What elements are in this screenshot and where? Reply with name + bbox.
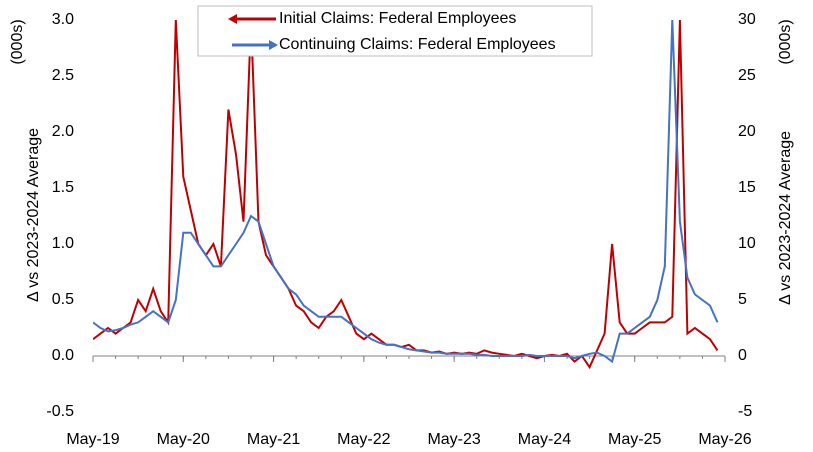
y-tick-label: 3.0 <box>52 11 74 28</box>
y-tick-label: 2.0 <box>52 123 74 140</box>
y2-tick-label: 30 <box>738 11 756 28</box>
y-tick-label: 2.5 <box>52 67 74 84</box>
x-tick-label: May-22 <box>337 431 390 448</box>
x-tick-label: May-24 <box>518 431 571 448</box>
series-line <box>93 20 719 370</box>
y-tick-label: 0.5 <box>52 291 74 308</box>
y-tick-label: -0.5 <box>46 403 74 420</box>
y2-tick-label: 20 <box>738 123 756 140</box>
legend-box <box>197 5 593 57</box>
x-tick-label: May-26 <box>698 431 751 448</box>
y2-tick-label: 25 <box>738 67 756 84</box>
y2-tick-label: 5 <box>738 291 747 308</box>
y-tick-label: 1.5 <box>52 179 74 196</box>
y-tick-label: 0.0 <box>52 347 74 364</box>
x-tick-label: May-19 <box>66 431 119 448</box>
x-tick-label: May-20 <box>157 431 210 448</box>
y-label: Δ vs 2023-2024 Average <box>25 128 42 302</box>
y2-tick-label: 15 <box>738 179 756 196</box>
legend-arrow <box>269 40 278 50</box>
x-tick-label: May-21 <box>247 431 300 448</box>
y2-unit: (000s) <box>777 19 794 64</box>
x-tick-label: May-25 <box>608 431 661 448</box>
legend-label: Continuing Claims: Federal Employees <box>279 36 556 53</box>
series-line <box>93 20 719 364</box>
y-tick-label: 1.0 <box>52 235 74 252</box>
legend-arrow <box>228 14 237 24</box>
y2-tick-label: 0 <box>738 347 747 364</box>
y2-label: Δ vs 2023-2024 Average <box>777 131 794 305</box>
legend-label: Initial Claims: Federal Employees <box>279 10 516 27</box>
y2-tick-label: -5 <box>738 403 752 420</box>
x-tick-label: May-23 <box>427 431 480 448</box>
y2-tick-label: 10 <box>738 235 756 252</box>
y-unit: (000s) <box>9 19 26 64</box>
